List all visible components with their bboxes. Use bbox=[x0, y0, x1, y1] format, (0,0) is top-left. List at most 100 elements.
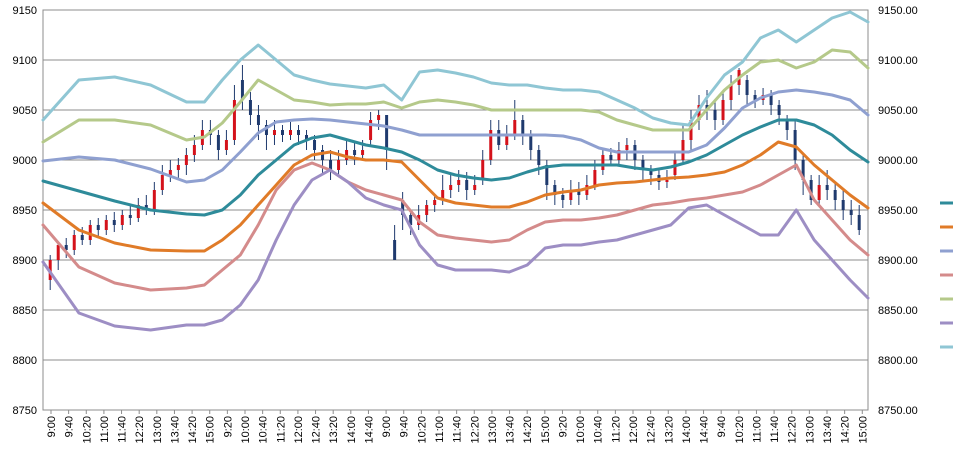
price-bar-body bbox=[120, 215, 124, 225]
price-bar-body bbox=[224, 140, 228, 150]
x-tick-label: 11:40 bbox=[769, 416, 781, 443]
series-line-3 bbox=[41, 88, 870, 184]
x-tick-label: 13:00 bbox=[487, 416, 499, 444]
x-tick-label: 15:00 bbox=[540, 416, 552, 444]
x-tick-label: 12:20 bbox=[787, 416, 799, 444]
x-tick-label: 11:00 bbox=[751, 416, 763, 443]
price-bar-body bbox=[561, 195, 565, 200]
price-bar-body bbox=[721, 100, 725, 120]
series-line-2 bbox=[41, 140, 870, 253]
price-bar-body bbox=[393, 240, 397, 260]
price-bar-body bbox=[305, 135, 309, 140]
price-bar-body bbox=[361, 150, 365, 155]
x-tick-label: 12:40 bbox=[311, 416, 323, 444]
y-tick-label-right: 8800.00 bbox=[878, 355, 918, 367]
y-tick-label-right: 9000.00 bbox=[878, 155, 918, 167]
x-tick-label: 11:00 bbox=[99, 416, 111, 443]
x-tick-label: 13:40 bbox=[505, 416, 517, 444]
y-tick-label-left: 8800 bbox=[13, 355, 37, 367]
y-tick-label-left: 9000 bbox=[13, 155, 37, 167]
price-bar-body bbox=[673, 160, 677, 175]
price-bar-body bbox=[369, 120, 373, 140]
y-tick-label-right: 8750.00 bbox=[878, 405, 918, 417]
price-bar-body bbox=[793, 130, 797, 160]
price-bar-body bbox=[537, 150, 541, 165]
y-tick-label-left: 8950 bbox=[13, 205, 37, 217]
x-tick-label: 15:00 bbox=[205, 416, 217, 444]
price-bar-body bbox=[801, 160, 805, 180]
y-axis-left: 8750 8800 8850 8900 8950 9000 9050 9100 9150 bbox=[13, 5, 37, 417]
price-bar-body bbox=[297, 130, 301, 135]
price-bar-body bbox=[513, 120, 517, 135]
price-bar-body bbox=[473, 185, 477, 190]
y-tick-label-right: 9100.00 bbox=[878, 55, 918, 67]
y-tick-label-right: 8900.00 bbox=[878, 255, 918, 267]
price-bar-body bbox=[817, 185, 821, 200]
price-bar-body bbox=[809, 180, 813, 200]
y-tick-label-right: 8850.00 bbox=[878, 305, 918, 317]
price-bar-body bbox=[409, 215, 413, 225]
x-tick-label: 13:40 bbox=[822, 416, 834, 444]
price-bar-body bbox=[72, 235, 76, 250]
y-tick-label-left: 8750 bbox=[13, 405, 37, 417]
x-tick-label: 12:00 bbox=[293, 416, 305, 444]
price-bar-body bbox=[401, 200, 405, 215]
x-tick-label: 10:20 bbox=[416, 416, 428, 444]
price-bar-body bbox=[321, 150, 325, 160]
price-bar-body bbox=[272, 130, 276, 135]
price-bar-body bbox=[601, 155, 605, 170]
price-bar-body bbox=[248, 100, 252, 115]
price-bar-body bbox=[112, 220, 116, 225]
price-bar-body bbox=[136, 205, 140, 218]
price-bar-body bbox=[176, 165, 180, 170]
price-bar-body bbox=[457, 180, 461, 185]
x-tick-label: 9:40 bbox=[399, 416, 411, 437]
band-lines bbox=[41, 10, 870, 332]
price-bar-body bbox=[345, 150, 349, 160]
series-line-5 bbox=[41, 48, 870, 144]
price-bar-body bbox=[329, 160, 333, 170]
price-bar-body bbox=[280, 130, 284, 135]
price-bar-body bbox=[56, 245, 60, 260]
y-tick-label-left: 8900 bbox=[13, 255, 37, 267]
price-bar-body bbox=[288, 130, 292, 135]
price-bar-body bbox=[88, 225, 92, 240]
price-bar-body bbox=[465, 180, 469, 190]
series-line-1 bbox=[41, 118, 870, 217]
x-tick-label: 14:00 bbox=[681, 416, 693, 444]
price-bar-body bbox=[857, 215, 861, 230]
price-bar-body bbox=[841, 200, 845, 210]
price-bar-body bbox=[825, 185, 829, 190]
price-bar-body bbox=[64, 245, 68, 250]
price-bar-body bbox=[545, 165, 549, 185]
x-tick-label: 12:20 bbox=[134, 416, 146, 444]
price-bar-body bbox=[264, 125, 268, 135]
x-tick-label: 13:00 bbox=[804, 416, 816, 444]
y-tick-label-left: 8850 bbox=[13, 305, 37, 317]
price-bar-body bbox=[585, 185, 589, 195]
x-tick-label: 9:20 bbox=[222, 416, 234, 437]
price-bar-body bbox=[160, 175, 164, 190]
series-line-7 bbox=[41, 10, 870, 127]
x-tick-label: 9:40 bbox=[716, 416, 728, 437]
x-tick-label: 9:00 bbox=[46, 416, 58, 437]
price-bar-body bbox=[505, 135, 509, 145]
price-bar-body bbox=[425, 205, 429, 215]
price-bar-body bbox=[313, 140, 317, 150]
x-tick-label: 10:20 bbox=[81, 416, 93, 444]
x-tick-label: 14:40 bbox=[363, 416, 375, 444]
y-axis-right: 8750.00 8800.00 8850.00 8900.00 8950.00 9000.… bbox=[878, 5, 918, 417]
price-bar-body bbox=[609, 155, 613, 160]
y-tick-label-right: 9150.00 bbox=[878, 5, 918, 17]
price-bar-body bbox=[337, 160, 341, 170]
price-bar-body bbox=[713, 110, 717, 120]
price-bar-body bbox=[729, 85, 733, 100]
price-bar-body bbox=[497, 130, 501, 145]
x-tick-label: 9:40 bbox=[64, 416, 76, 437]
price-bar-body bbox=[777, 105, 781, 115]
x-tick-label: 10:40 bbox=[593, 416, 605, 444]
price-bar-body bbox=[128, 215, 132, 218]
price-bar-body bbox=[168, 170, 172, 175]
price-bar-body bbox=[833, 190, 837, 200]
